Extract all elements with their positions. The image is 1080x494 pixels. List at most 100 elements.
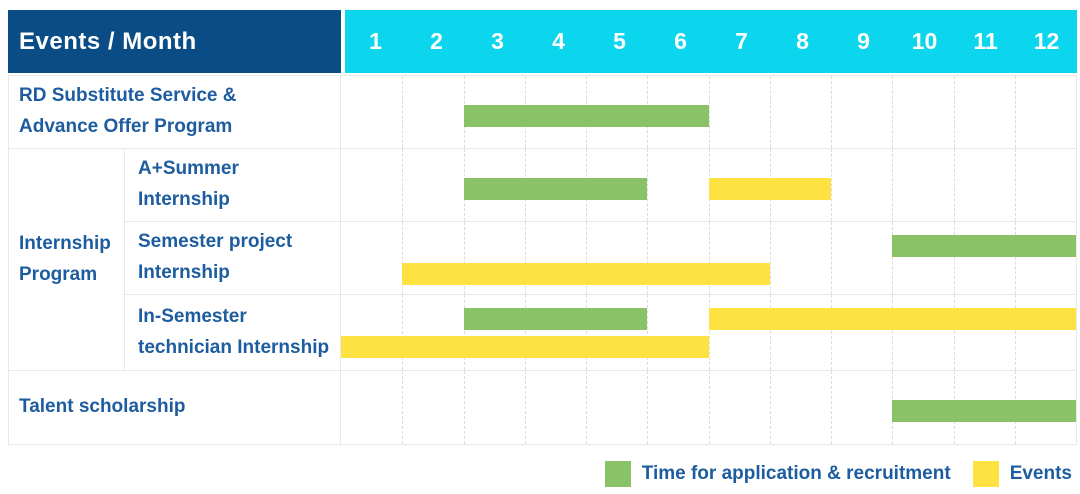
grid-column-line	[769, 295, 771, 370]
grid-column-line	[953, 295, 955, 370]
grid-column-line	[892, 222, 894, 294]
grid-column-line	[892, 76, 894, 148]
row-label-talent-scholarship: Talent scholarship	[9, 371, 341, 444]
grid-column-line	[647, 295, 649, 370]
month-header-cell: 8	[796, 28, 809, 54]
row-label-in-semester-technician-internship: In-Semester technician Internship	[125, 295, 341, 370]
grid-column-line	[524, 295, 526, 370]
gantt-bar-application	[463, 178, 648, 200]
grid-column-line	[1014, 76, 1016, 148]
grid-column-line	[953, 76, 955, 148]
table-header-row: Events / Month 1 2 3 4 5 6 7 8 9 10 11 12	[8, 10, 1077, 73]
header-title: Events / Month	[19, 27, 197, 55]
label-line: Advance Offer Program	[19, 116, 233, 137]
month-header-cell: 6	[674, 28, 687, 54]
row-in-semester-technician-internship: In-Semester technician Internship	[125, 295, 1076, 370]
chart-cell-rd-substitute	[341, 76, 1076, 148]
label-line: Talent scholarship	[19, 396, 186, 418]
grid-column-line	[402, 222, 404, 294]
grid-column-line	[1014, 222, 1016, 294]
grid-column-line	[1014, 295, 1016, 370]
label-line: RD Substitute Service &	[19, 85, 237, 107]
gantt-bar-application	[892, 235, 1076, 257]
month-header-cell: 2	[430, 28, 443, 54]
label-line: Internship	[19, 232, 111, 254]
month-header-cell: 12	[1033, 28, 1060, 54]
grid-column-line	[402, 295, 404, 370]
group-label-internship-program: Internship Program	[9, 149, 125, 370]
chart-cell-semester-project-internship	[341, 222, 1076, 294]
internship-sub-rows: A+Summer Internship Semester project Inter…	[125, 149, 1076, 370]
gantt-bar-application	[892, 400, 1076, 422]
legend-item-application: Time for application & recruitment	[604, 461, 951, 487]
grid-column-line	[463, 371, 465, 444]
table-body: RD Substitute Service & Advance Offer Pro…	[8, 75, 1077, 445]
label-line: Internship	[138, 189, 230, 210]
row-label-a-summer-internship: A+Summer Internship	[125, 149, 341, 221]
gantt-bar-events	[402, 263, 770, 285]
row-label-semester-project-internship: Semester project Internship	[125, 222, 341, 294]
grid-column-line	[769, 222, 771, 294]
grid-column-line	[831, 222, 832, 294]
grid-column-line	[463, 222, 465, 294]
grid-column-line	[647, 149, 649, 221]
grid-column-line	[708, 295, 710, 370]
chart-cell-a-summer-internship	[341, 149, 1076, 221]
label-line: Internship	[138, 262, 230, 283]
gantt-bar-events	[708, 308, 1076, 330]
grid-column-line	[831, 149, 832, 221]
month-header-cell: 4	[552, 28, 565, 54]
month-header-cell: 3	[491, 28, 504, 54]
grid-column-line	[708, 222, 710, 294]
grid-column-line	[708, 76, 710, 148]
grid-column-line	[892, 295, 894, 370]
label-line: technician Internship	[138, 336, 330, 358]
chart-cell-talent-scholarship	[341, 371, 1076, 444]
grid-column-line	[1014, 149, 1016, 221]
grid-column-line	[953, 222, 955, 294]
month-header-cell: 1	[369, 28, 382, 54]
row-rd-substitute: RD Substitute Service & Advance Offer Pro…	[9, 76, 1076, 149]
gantt-bar-application	[463, 308, 648, 330]
legend-label-application: Time for application & recruitment	[641, 463, 951, 484]
grid-column-line	[647, 222, 649, 294]
grid-column-line	[708, 371, 710, 444]
legend-swatch-events-yellow	[972, 461, 999, 487]
month-header-cell: 11	[973, 28, 998, 54]
header-title-cell: Events / Month	[8, 10, 341, 73]
grid-column-line	[769, 76, 771, 148]
grid-column-line	[402, 371, 404, 444]
grid-column-line	[892, 149, 894, 221]
legend-item-events: Events	[972, 461, 1072, 487]
row-group-internship-program: Internship Program A+Summer Internship Sem…	[9, 149, 1076, 371]
month-header-cell: 7	[735, 28, 748, 54]
gantt-bar-events	[341, 336, 709, 358]
schedule-table: Events / Month 1 2 3 4 5 6 7 8 9 10 11 12 RD Substi…	[8, 10, 1077, 445]
gantt-bar-events	[708, 178, 831, 200]
row-semester-project-internship: Semester project Internship	[125, 222, 1076, 295]
row-talent-scholarship: Talent scholarship	[9, 371, 1076, 444]
chart-cell-in-semester-technician-internship	[341, 295, 1076, 370]
grid-column-line	[647, 371, 649, 444]
legend: Time for application & recruitment Event…	[604, 461, 1072, 487]
legend-label-events: Events	[1009, 463, 1072, 484]
grid-column-line	[586, 222, 587, 294]
grid-column-line	[402, 149, 404, 221]
month-header-cell: 10	[911, 28, 938, 54]
row-label-rd-substitute: RD Substitute Service & Advance Offer Pro…	[9, 76, 341, 148]
grid-column-line	[586, 295, 587, 370]
legend-swatch-application-green	[604, 461, 631, 487]
grid-column-line	[586, 371, 587, 444]
label-line: In-Semester	[138, 305, 247, 327]
month-header-cell: 5	[613, 28, 626, 54]
month-header-cell: 9	[857, 28, 870, 54]
grid-column-line	[463, 295, 465, 370]
grid-column-line	[402, 76, 404, 148]
label-line: A+Summer	[138, 158, 239, 180]
grid-column-line	[953, 149, 955, 221]
grid-column-line	[524, 222, 526, 294]
label-line: Semester project	[138, 231, 293, 253]
grid-column-line	[831, 295, 832, 370]
gantt-bar-application	[463, 105, 709, 127]
